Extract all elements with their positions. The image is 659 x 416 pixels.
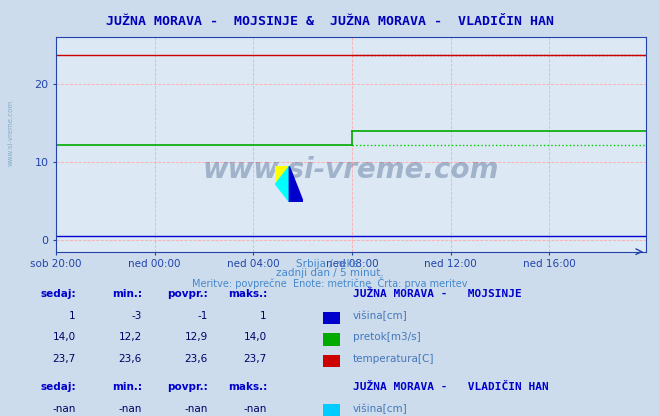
Text: -nan: -nan [119,404,142,414]
Text: -nan: -nan [185,404,208,414]
Text: povpr.:: povpr.: [167,289,208,299]
Text: 23,7: 23,7 [53,354,76,364]
Polygon shape [275,166,289,184]
Text: 1: 1 [69,311,76,321]
Text: 12,9: 12,9 [185,332,208,342]
Text: JUŽNA MORAVA -   MOJSINJE: JUŽNA MORAVA - MOJSINJE [353,289,521,299]
Text: min.:: min.: [111,382,142,392]
Text: 1: 1 [260,311,267,321]
Text: JUŽNA MORAVA -   VLADIČIN HAN: JUŽNA MORAVA - VLADIČIN HAN [353,382,548,392]
Text: -nan: -nan [244,404,267,414]
Text: -3: -3 [131,311,142,321]
Polygon shape [289,166,303,202]
Text: -1: -1 [197,311,208,321]
Text: www.si-vreme.com: www.si-vreme.com [203,156,499,184]
Text: JUŽNA MORAVA -  MOJSINJE &  JUŽNA MORAVA -  VLADIČIN HAN: JUŽNA MORAVA - MOJSINJE & JUŽNA MORAVA -… [105,15,554,27]
Text: -nan: -nan [53,404,76,414]
Text: zadnji dan / 5 minut.: zadnji dan / 5 minut. [275,268,384,278]
Text: Srbija / reke.: Srbija / reke. [297,259,362,269]
Text: 23,6: 23,6 [119,354,142,364]
Text: temperatura[C]: temperatura[C] [353,354,434,364]
Text: pretok[m3/s]: pretok[m3/s] [353,332,420,342]
Text: 23,6: 23,6 [185,354,208,364]
Text: sedaj:: sedaj: [40,289,76,299]
Text: maks.:: maks.: [227,382,267,392]
Text: 12,2: 12,2 [119,332,142,342]
Text: Meritve: povprečne  Enote: metrične  Črta: prva meritev: Meritve: povprečne Enote: metrične Črta:… [192,277,467,289]
Text: 14,0: 14,0 [244,332,267,342]
Text: www.si-vreme.com: www.si-vreme.com [8,100,14,166]
Text: maks.:: maks.: [227,289,267,299]
Text: 14,0: 14,0 [53,332,76,342]
Polygon shape [275,166,289,202]
Text: višina[cm]: višina[cm] [353,404,407,414]
Text: višina[cm]: višina[cm] [353,311,407,321]
Text: 23,7: 23,7 [244,354,267,364]
Text: povpr.:: povpr.: [167,382,208,392]
Text: min.:: min.: [111,289,142,299]
Text: sedaj:: sedaj: [40,382,76,392]
